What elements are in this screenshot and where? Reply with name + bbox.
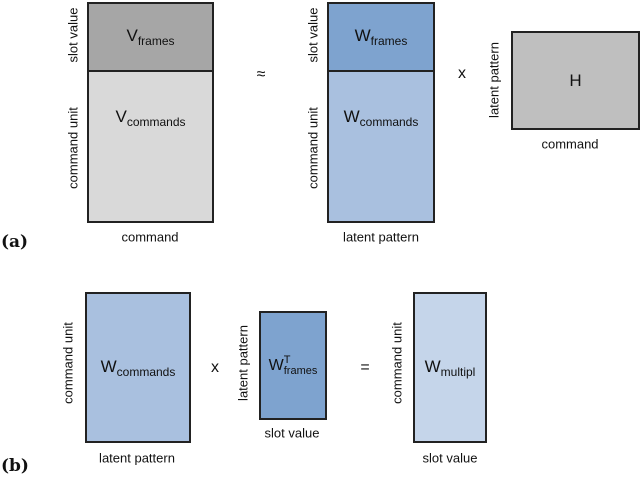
- w-multipl-label: Wmultipl: [424, 356, 476, 379]
- times-symbol-b: x: [211, 359, 219, 376]
- w-frames-block: Wframes: [329, 4, 433, 72]
- wf-latent-pattern-label: latent pattern: [235, 325, 251, 401]
- w-slot-value-label: slot value: [305, 7, 321, 63]
- approx-symbol: ≈: [256, 66, 266, 83]
- matrix-w-multipl: Wmultipl: [413, 292, 487, 443]
- equals-symbol: =: [360, 359, 370, 376]
- v-slot-value-label: slot value: [65, 7, 81, 63]
- matrix-h: H: [511, 31, 640, 130]
- v-commands-block: Vcommands: [89, 72, 212, 221]
- wm-command-unit-label: command unit: [389, 322, 405, 404]
- w-latent-pattern-label: latent pattern: [343, 229, 419, 245]
- w-commands-label: Wcommands: [343, 107, 419, 129]
- w-commands-label-b: Wcommands: [100, 356, 176, 379]
- v-frames-label: Vframes: [126, 26, 175, 48]
- w-frames-label: Wframes: [354, 26, 408, 48]
- v-frames-block: Vframes: [89, 4, 212, 72]
- matrix-w: Wframes Wcommands: [327, 2, 435, 223]
- times-symbol-a: x: [458, 65, 466, 82]
- v-commands-label: Vcommands: [115, 107, 186, 129]
- panel-a-label: (a): [1, 232, 29, 252]
- h-latent-pattern-label: latent pattern: [486, 42, 502, 118]
- wc-latent-pattern-label: latent pattern: [99, 450, 175, 466]
- matrix-v: Vframes Vcommands: [87, 2, 214, 223]
- v-command-label: command: [121, 229, 179, 245]
- panel-b-label: (b): [1, 456, 29, 476]
- wf-slot-value-label: slot value: [264, 425, 320, 441]
- wm-slot-value-label: slot value: [422, 450, 478, 466]
- matrix-w-commands: Wcommands: [85, 292, 191, 443]
- wc-command-unit-label: command unit: [60, 322, 76, 404]
- v-command-unit-label: command unit: [65, 107, 81, 189]
- h-label: H: [569, 70, 582, 90]
- w-command-unit-label: command unit: [305, 107, 321, 189]
- h-command-label: command: [541, 136, 599, 152]
- w-commands-block: Wcommands: [329, 72, 433, 221]
